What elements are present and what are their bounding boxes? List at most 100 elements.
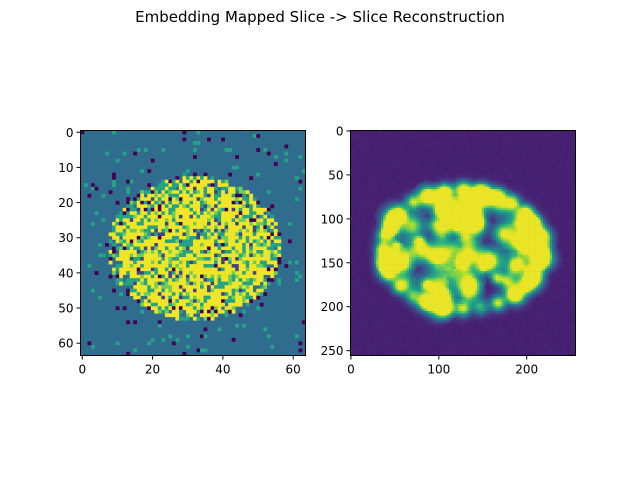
left-heatmap-cell bbox=[115, 253, 120, 258]
right-heatmap-cell bbox=[427, 179, 431, 183]
right-heatmap-cell bbox=[411, 175, 415, 178]
right-heatmap-cell bbox=[406, 160, 410, 164]
right-heatmap-cell bbox=[460, 191, 464, 195]
left-heatmap-cell bbox=[154, 190, 159, 195]
left-heatmap-cell bbox=[140, 214, 145, 219]
right-heatmap-cell bbox=[355, 198, 358, 202]
left-heatmap-cell bbox=[91, 221, 95, 226]
right-heatmap-cell bbox=[390, 196, 393, 199]
right-heatmap-cell bbox=[378, 170, 382, 173]
right-heatmap-cell bbox=[355, 137, 358, 141]
right-heatmap-cell bbox=[359, 135, 363, 138]
left-heatmap-cell bbox=[150, 253, 155, 258]
right-heatmap-cell bbox=[460, 144, 464, 148]
left-heatmap-cell bbox=[245, 235, 250, 240]
right-heatmap-cell bbox=[409, 189, 412, 192]
left-x-axis: 0 20 40 60 bbox=[78, 355, 301, 377]
left-heatmap-cell bbox=[140, 285, 145, 290]
right-heatmap-cell bbox=[439, 160, 443, 164]
right-heatmap-cell bbox=[416, 203, 419, 206]
left-heatmap-cell bbox=[207, 207, 211, 212]
right-heatmap-cell bbox=[463, 158, 466, 162]
right-heatmap-cell bbox=[554, 191, 558, 195]
right-heatmap-cell bbox=[418, 184, 422, 188]
left-heatmap-cell bbox=[242, 253, 247, 258]
right-heatmap-cell bbox=[498, 175, 501, 178]
right-heatmap-cell bbox=[472, 175, 476, 178]
right-heatmap-cell bbox=[402, 168, 405, 171]
left-heatmap-cell bbox=[126, 320, 131, 325]
left-heatmap-cell bbox=[147, 183, 152, 188]
right-heatmap-cell bbox=[467, 186, 471, 190]
left-heatmap-cell bbox=[224, 285, 229, 290]
left-heatmap-cell bbox=[207, 288, 211, 293]
right-heatmap-cell bbox=[404, 172, 408, 176]
right-heatmap-cell bbox=[359, 184, 363, 188]
right-heatmap-cell bbox=[519, 198, 522, 202]
right-heatmap-cell bbox=[523, 149, 527, 152]
right-heatmap-cell bbox=[570, 158, 574, 162]
left-heatmap-cell bbox=[200, 313, 204, 318]
left-heatmap-cell bbox=[210, 186, 215, 191]
right-heatmap-cell bbox=[395, 146, 398, 150]
right-heatmap-cell bbox=[540, 151, 543, 155]
right-heatmap-cell bbox=[362, 172, 365, 176]
right-heatmap-cell bbox=[530, 198, 534, 202]
left-heatmap-cell bbox=[217, 246, 222, 251]
right-heatmap-cell bbox=[446, 193, 450, 197]
right-heatmap-cell bbox=[352, 135, 356, 138]
right-heatmap-cell bbox=[566, 165, 569, 169]
right-heatmap-cell bbox=[507, 170, 511, 173]
left-heatmap-cell bbox=[263, 267, 268, 272]
right-heatmap-cell bbox=[371, 203, 375, 206]
right-heatmap-cell bbox=[453, 149, 457, 152]
right-heatmap-cell bbox=[437, 207, 440, 211]
right-heatmap-cell bbox=[458, 170, 461, 173]
right-heatmap-cell bbox=[552, 142, 555, 145]
right-heatmap-cell bbox=[479, 160, 483, 164]
right-heatmap-cell bbox=[488, 156, 492, 159]
right-heatmap-cell bbox=[526, 175, 529, 178]
right-heatmap-cell bbox=[472, 130, 476, 134]
left-heatmap-cell bbox=[221, 271, 225, 275]
left-heatmap-cell bbox=[168, 218, 173, 223]
left-heatmap-cell bbox=[228, 292, 232, 297]
left-heatmap-cell bbox=[242, 257, 247, 261]
right-heatmap-cell bbox=[523, 205, 527, 209]
right-heatmap-cell bbox=[385, 135, 389, 138]
right-heatmap-cell bbox=[413, 177, 417, 181]
left-heatmap-cell bbox=[154, 235, 159, 240]
right-heatmap-cell bbox=[540, 207, 543, 211]
left-heatmap-cell bbox=[164, 190, 169, 195]
right-heatmap-cell bbox=[470, 207, 473, 211]
right-heatmap-cell bbox=[500, 135, 504, 138]
right-heatmap-cell bbox=[479, 189, 483, 192]
right-heatmap-cell bbox=[502, 191, 506, 195]
right-heatmap-cell bbox=[526, 139, 529, 143]
right-heatmap-cell bbox=[547, 139, 551, 143]
left-heatmap-cell bbox=[136, 292, 141, 297]
right-heatmap-cell bbox=[552, 186, 555, 190]
right-heatmap-cell bbox=[554, 137, 558, 141]
right-heatmap-cell bbox=[526, 153, 529, 157]
right-heatmap-cell bbox=[547, 177, 551, 181]
right-heatmap-cell bbox=[530, 144, 534, 148]
right-heatmap-cell bbox=[477, 142, 480, 145]
right-heatmap-cell bbox=[507, 137, 511, 141]
right-heatmap-cell bbox=[463, 203, 466, 206]
left-heatmap-cell bbox=[168, 197, 173, 202]
left-heatmap-cell bbox=[112, 246, 116, 251]
right-heatmap-cell bbox=[364, 186, 368, 190]
left-heatmap-cell bbox=[168, 292, 173, 297]
right-heatmap-cell bbox=[388, 160, 391, 164]
right-heatmap-cell bbox=[427, 149, 431, 152]
left-heatmap-cell bbox=[133, 214, 138, 219]
right-heatmap-cell bbox=[556, 207, 560, 211]
left-heatmap-cell bbox=[182, 302, 187, 307]
left-heatmap-cell bbox=[203, 313, 208, 318]
right-heatmap-cell bbox=[395, 210, 398, 213]
left-heatmap-cell bbox=[193, 190, 197, 195]
right-heatmap-cell bbox=[373, 168, 377, 171]
right-heatmap-cell bbox=[463, 172, 466, 176]
right-heatmap-cell bbox=[402, 137, 405, 141]
